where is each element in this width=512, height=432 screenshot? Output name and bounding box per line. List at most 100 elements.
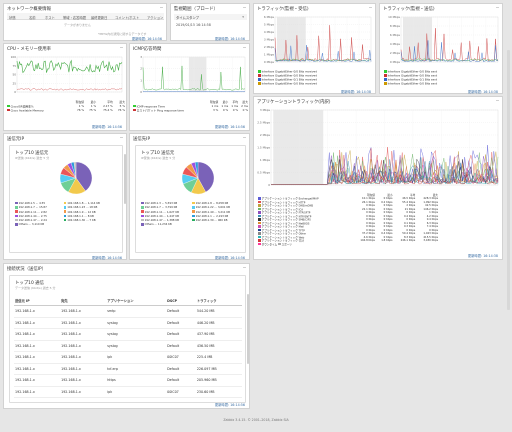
col-comment[interactable]: コメント/ホスト (115, 15, 140, 20)
col-action[interactable]: アクション (147, 15, 164, 20)
table-row[interactable]: 192.168.1.x 192.168.1.x syslog Default 446.2… (14, 317, 242, 329)
app-row: アプリケーショントラフィック TFTP 0 Kbps 0 Kbps 0 Kbps 0 K… (258, 228, 438, 233)
stat-header: 現在値 (75, 100, 85, 104)
scope-value: 2019/01/15 16:14:58 (176, 23, 211, 27)
col-status[interactable]: 状態 (9, 15, 16, 20)
col-name[interactable]: 名前 (29, 15, 36, 20)
pie-legend-item: 192.168.1.1 ... 8 KB (63, 214, 119, 218)
table-cell: 192.168.1.x (15, 309, 35, 314)
table-row[interactable]: 192.168.1.x 192.168.1.x https Default 205.96… (14, 375, 242, 386)
updated-time: 更新時間: 16:14:38 (467, 254, 498, 258)
scrollbar[interactable] (247, 294, 249, 364)
table-cell: 225.4 MB (196, 355, 213, 360)
table-row[interactable]: 192.168.1.x 192.168.1.x syslog Default 437.9… (14, 329, 242, 340)
legend-swatch (258, 74, 261, 77)
panel-title: トップ10 送信元 (15, 151, 49, 156)
widget-menu-icon[interactable]: ··· (242, 135, 247, 141)
empty-message: データがありません (64, 23, 91, 27)
app-value: 0 Kbps (366, 214, 375, 218)
app-name: アプリケーショントラフィック 合計 (258, 239, 352, 243)
app-value: 22.1 Kbps (361, 207, 375, 211)
y-tick-label: 3 (140, 55, 142, 59)
stat-name: ICMP response Time (133, 104, 206, 109)
table-row[interactable]: 192.168.1.x 192.168.1.x ipk 00IC07 225.4 MB (14, 352, 242, 363)
legend-item: Interface GigabitEther 0/0 Bits received (258, 69, 317, 74)
widget-menu-icon[interactable]: ··· (119, 45, 124, 51)
chevron-down-icon[interactable]: ▾ (242, 14, 244, 19)
app-value: 26.1 Kbps (361, 200, 375, 204)
widget-menu-icon[interactable]: ··· (159, 5, 164, 11)
pie-legend-item: Others ... 3,110 KB (15, 222, 64, 226)
table-cell: 544.20 MB (196, 309, 215, 314)
column-header[interactable]: 送信元 IP (15, 299, 30, 303)
widget-title: 送信元IP (7, 137, 25, 142)
widget-menu-icon[interactable]: ··· (242, 265, 247, 271)
pie-legend-row: Others ... 3,110 KB (15, 222, 119, 226)
icmp-widget: ICMP応答時間 ··· 3 2 1 0 現在値 最小 平均 最大 ICMP response… (129, 43, 250, 131)
table-row[interactable]: 192.168.1.x 192.168.1.x syslog Default 436.5… (14, 340, 242, 352)
widget-menu-icon[interactable]: ··· (119, 135, 124, 141)
col-host[interactable]: ホスト (45, 15, 55, 20)
widget-menu-icon[interactable]: ··· (242, 5, 247, 11)
table-cell: ipk (107, 389, 113, 394)
y-tick-label: 1.5 Mbps (257, 146, 270, 150)
panel-subtitle: IP送信 (Kbit/s) 過去 5 分 (15, 156, 50, 160)
app-footer: ダウンタイム スポーツ (258, 242, 438, 247)
app-name: アプリケーショントラフィック TFTP (258, 228, 352, 233)
app-row: アプリケーショントラフィック 合計 104.8 Kbps 1.8 Kbps 246.1… (258, 239, 438, 243)
app-row: アプリケーショントラフィック Other 37.2 Kbps 0.4 Kbps 50.… (258, 232, 438, 236)
app-name: アプリケーショントラフィック HTTP (258, 200, 352, 205)
column-header[interactable]: トラフィック (196, 299, 217, 303)
app-row: アプリケーショントラフィック HTTP 26.1 Kbps 0.2 Kbps 55.4… (258, 200, 438, 205)
app-row: アプリケーショントラフィック DNS/mDNS 0 Kbps 0 Kbps 2 Kbp… (258, 204, 438, 208)
legend-label: Interface GigabitEther 0/0 Bits received (261, 73, 318, 78)
table-row[interactable]: 192.168.1.x 192.168.1.x smtp Default 544.20 … (14, 306, 242, 317)
table-cell: syslog (107, 343, 118, 348)
stat-header: 最大 (119, 100, 125, 104)
updated-time: 更新時間: 16:14:38 (340, 90, 371, 94)
app-value: 0 Kbps (383, 225, 393, 229)
table-cell: Default (167, 332, 180, 337)
series-line (16, 59, 123, 74)
sender-panel: トップ10 送信元 IP送信 (Kbit/s) 過去 5 分 192.168.1… (9, 145, 123, 253)
app-value: 46.5 Kbps (402, 197, 416, 201)
table-row[interactable]: 192.168.1.x 192.168.1.x tcf-erp Default 226.… (14, 363, 242, 375)
page-scrollbar[interactable] (507, 50, 510, 310)
legend-label: Interface GigabitEther 0/0 Bits sent (387, 69, 438, 74)
column-header[interactable]: アプリケーション (107, 299, 134, 303)
table-cell: 192.168.1.x (61, 320, 81, 325)
panel-title: トップ10 送信元 (141, 151, 175, 156)
table-row[interactable]: 192.168.1.x 192.168.1.x ipk 00IC07 230.60 MB (14, 386, 242, 398)
widget-title: ICMP応答時間 (133, 47, 162, 52)
pie-legend-item: 192.168.1.22 ... 3,601 KB (192, 205, 243, 209)
legend-swatch (258, 70, 261, 73)
stat-value: 75 % (89, 107, 97, 112)
legend-label: Interface GigabitEther 0/1 Bits sent (387, 77, 438, 82)
widget-menu-icon[interactable]: ··· (242, 45, 247, 51)
column-header[interactable]: 宛先 (61, 299, 68, 303)
col-lastupdate[interactable]: 最終更新日 (91, 15, 108, 20)
col-bandwidth[interactable]: 帯域・応答時間 (63, 15, 87, 20)
icmp-stats-table: 現在値 最小 平均 最大 ICMP response Time 1 ms 1 ms 1 ms 2… (133, 100, 248, 113)
y-tick-label: 2 Mbps (390, 51, 401, 55)
table-cell: 437.90 MB (196, 332, 215, 337)
stat-value: 1 % (90, 103, 97, 108)
column-header[interactable]: DSCP (167, 298, 178, 303)
dest-ip-widget: 送信先IP ··· トップ10 送信元 IP受信 (Kbit/s) 過去 5 分… (129, 133, 250, 260)
updated-time: 更新時間: 16:14:38 (467, 90, 498, 94)
app-value: 0 Kbps (366, 228, 375, 232)
pie-legend-row: 192.168.1.44 ... 2.75 192.168.1.1 ... 8 K… (15, 214, 119, 218)
stat-value: 2 ms (241, 103, 248, 108)
y-tick-label: 0 (14, 90, 16, 94)
table-cell: 192.168.1.x (61, 309, 81, 314)
scrollbar[interactable] (124, 154, 126, 204)
app-row: アプリケーショントラフィック SMB/CIFS 0 Kbps 0 Kbps 0 Kbp… (258, 218, 438, 222)
pie-legend-item: 192.168.1.30 ... 960 KB (192, 218, 243, 222)
widget-menu-icon[interactable]: ··· (495, 98, 500, 104)
app-value: 0.4 Kbps (426, 218, 438, 222)
widget-menu-icon[interactable]: ··· (368, 5, 373, 11)
legend-swatch (384, 78, 387, 81)
legend-item: Interface GigabitEther 0/0 Bits received (258, 81, 317, 86)
y-tick-label: 0 (140, 90, 142, 94)
widget-menu-icon[interactable]: ··· (495, 5, 500, 11)
